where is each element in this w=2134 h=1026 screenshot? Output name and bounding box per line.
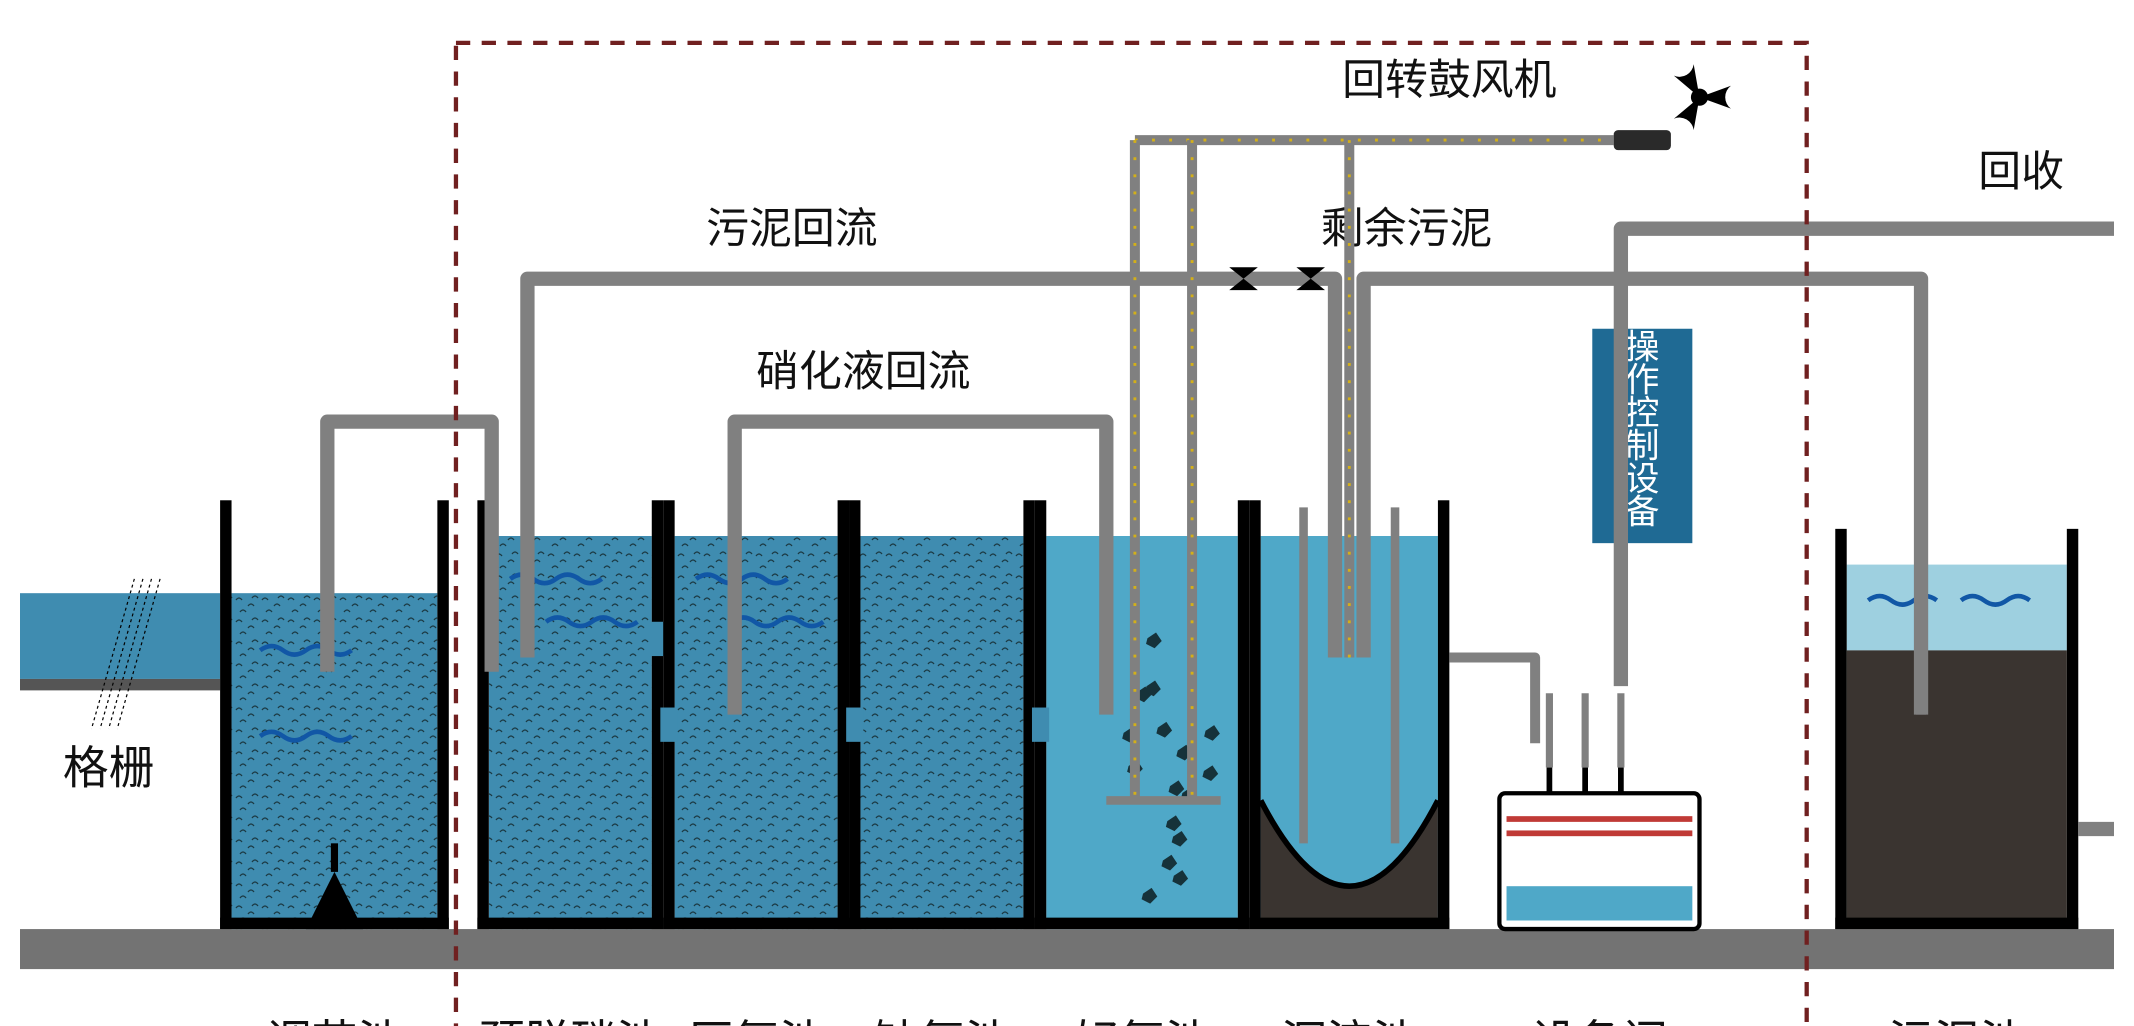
tank-sludge: [1835, 529, 2078, 929]
svg-text:好氧池: 好氧池: [1073, 1017, 1210, 1026]
tank-anaerobic: [660, 500, 849, 929]
svg-text:调节池: 调节池: [266, 1017, 403, 1026]
equipment-unit: [1499, 693, 1699, 929]
wastewater-flow-diagram: 调节池预脱硝池厌氧池缺氧池好氧池沉淀池设备间污泥池操作控制设备硝化液回流污泥回流…: [0, 0, 2134, 1026]
pipe-sed-to-equip: [1449, 658, 1535, 744]
inlet-water: [20, 593, 220, 679]
svg-text:厌氧池: 厌氧池: [688, 1017, 825, 1026]
svg-text:沉淀池: 沉淀池: [1281, 1017, 1418, 1026]
svg-text:回转鼓风机: 回转鼓风机: [1342, 56, 1556, 104]
svg-text:回收: 回收: [1978, 148, 2064, 196]
tank-pre_denit: [477, 500, 666, 929]
svg-text:污泥池: 污泥池: [1888, 1017, 2025, 1026]
svg-text:设备间: 设备间: [1531, 1017, 1668, 1026]
svg-text:硝化液回流: 硝化液回流: [756, 348, 970, 396]
svg-text:格栅: 格栅: [63, 742, 154, 793]
rotary-blower: [1614, 64, 1731, 150]
svg-text:污泥回流: 污泥回流: [706, 205, 878, 253]
tank-aerobic: [1032, 500, 1249, 929]
svg-text:缺氧池: 缺氧池: [873, 1017, 1010, 1026]
svg-text:预脱硝池: 预脱硝池: [479, 1017, 662, 1026]
svg-text:备: 备: [1625, 493, 1659, 531]
tank-anoxic: [846, 500, 1035, 929]
ground: [20, 929, 2114, 969]
